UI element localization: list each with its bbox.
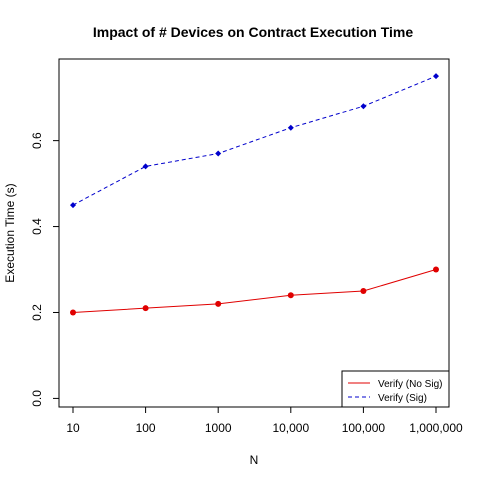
x-axis: 10 100 1000 10,000 100,000 1,000,000 (66, 406, 463, 435)
data-point (142, 163, 149, 170)
legend-box (341, 370, 450, 408)
chart-title: Impact of # Devices on Contract Executio… (93, 24, 413, 40)
x-tick-label: 100 (136, 421, 156, 435)
data-point (360, 103, 367, 110)
data-point (360, 288, 367, 294)
y-tick-label: 0.6 (30, 132, 44, 149)
x-tick-label: 10 (66, 421, 80, 435)
data-point (215, 300, 222, 307)
series-layer (70, 73, 439, 316)
x-tick-label: 100,000 (342, 421, 386, 435)
series-line (72, 75, 437, 206)
data-point (70, 309, 76, 316)
data-point (142, 305, 149, 312)
x-tick-label: 1,000,000 (409, 421, 463, 435)
y-axis-label: Execution Time (s) (3, 183, 17, 282)
series-line (72, 269, 437, 313)
x-tick-label: 1000 (205, 421, 232, 435)
legend-label-sig: Verify (Sig) (378, 393, 427, 404)
data-point (287, 124, 294, 131)
y-axis: 0.0 0.2 0.4 0.6 (30, 132, 60, 407)
y-tick-label: 0.0 (30, 390, 44, 407)
y-tick-label: 0.4 (30, 218, 44, 235)
plot-box (58, 58, 450, 408)
x-tick-label: 10,000 (272, 421, 309, 435)
legend-label-no-sig: Verify (No Sig) (378, 379, 442, 390)
x-axis-label: N (250, 453, 259, 467)
data-point (287, 292, 294, 299)
legend: Verify (No Sig) Verify (Sig) (341, 370, 450, 408)
y-tick-label: 0.2 (30, 304, 44, 321)
data-point (433, 73, 439, 80)
data-point (433, 266, 439, 273)
data-point (215, 150, 222, 157)
data-point (70, 202, 76, 209)
